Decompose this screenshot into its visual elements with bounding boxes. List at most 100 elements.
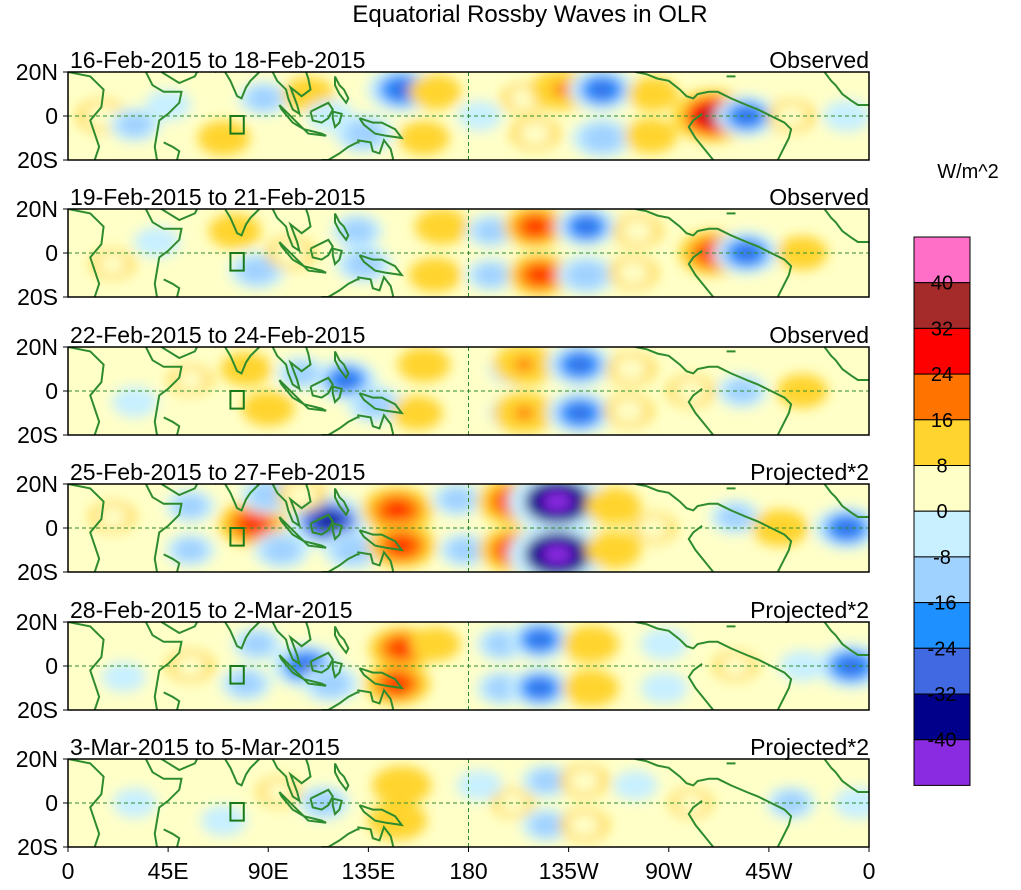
anomaly-blob xyxy=(97,253,128,275)
coastline xyxy=(68,347,105,435)
coastline xyxy=(144,209,183,297)
anomaly-blob xyxy=(229,671,263,696)
coastline xyxy=(334,487,350,517)
colorbar-box xyxy=(913,693,971,741)
anomaly-blob xyxy=(648,676,681,700)
y-tick-label: 0 xyxy=(45,378,58,404)
anomaly-core xyxy=(514,358,534,372)
coastline xyxy=(635,72,793,160)
coastline xyxy=(160,622,198,635)
anomaly-core xyxy=(592,82,612,97)
colorbar-labels: 40 32 24 16 8 0 -8 -16 -24 -32 -40 xyxy=(928,273,957,752)
coastline xyxy=(357,550,394,572)
panel-period-label: 25-Feb-2015 to 27-Feb-2015 xyxy=(70,459,365,485)
panel: 20N 0 20S 25-Feb-2015 to 27-Feb-2015 Project… xyxy=(16,459,870,585)
coastline xyxy=(334,75,350,105)
coastline xyxy=(635,484,793,572)
colorbar-box xyxy=(913,739,971,786)
anomaly-core xyxy=(840,658,862,674)
panel: 20N 0 20S 16-Feb-2015 to 18-Feb-2015 Observe… xyxy=(16,47,870,173)
anomaly-blob xyxy=(417,262,453,288)
reference-box xyxy=(229,115,245,135)
anomaly-core xyxy=(542,544,573,565)
colorbar-box xyxy=(913,465,971,512)
y-tick-label: 20S xyxy=(17,834,58,860)
anomaly-blob xyxy=(291,81,326,107)
coastline xyxy=(357,413,394,435)
panel-period-label: 28-Feb-2015 to 2-Mar-2015 xyxy=(70,597,353,623)
colorbar-level-label: -16 xyxy=(928,593,957,615)
anomaly-blob xyxy=(636,81,671,107)
anomaly-blob xyxy=(285,484,319,507)
anomaly-blob xyxy=(173,538,207,562)
panels: 20N 0 20S 16-Feb-2015 to 18-Feb-2015 Observe… xyxy=(16,47,870,860)
anomaly-blob xyxy=(616,261,650,285)
anomaly-blob xyxy=(400,400,435,426)
y-tick-label: 0 xyxy=(45,515,58,541)
coastline xyxy=(309,238,334,261)
coastline xyxy=(160,72,198,85)
colorbar-level-label: 16 xyxy=(931,410,953,432)
coastline xyxy=(309,651,334,674)
coastline xyxy=(271,759,312,804)
anomaly-blob xyxy=(173,494,207,518)
reference-box xyxy=(229,802,245,822)
anomaly-blob xyxy=(581,123,623,153)
anomaly-blob xyxy=(567,769,601,793)
anomaly-blob xyxy=(423,213,460,240)
colorbar-level-label: 8 xyxy=(936,456,947,478)
anomaly-blob xyxy=(572,674,610,702)
anomaly-blob xyxy=(518,121,552,146)
panel-kind-label: Observed xyxy=(769,184,869,210)
coastline xyxy=(358,117,405,140)
y-tick-label: 20S xyxy=(17,559,58,585)
anomaly-blob xyxy=(407,125,441,151)
coastline xyxy=(303,540,327,549)
anomaly-blob xyxy=(229,356,263,382)
anomaly-blob xyxy=(447,537,481,563)
coastline xyxy=(687,524,715,572)
coastline xyxy=(160,347,198,360)
coastline xyxy=(309,788,334,811)
x-axis: 0 45E 90E 135E 180 135W 90W 45W 0 xyxy=(62,847,876,884)
anomaly-blob xyxy=(572,630,610,658)
x-tick-label: 0 xyxy=(863,858,876,884)
panel-period-label: 22-Feb-2015 to 24-Feb-2015 xyxy=(70,322,365,348)
colorbar-level-label: -8 xyxy=(933,547,951,569)
coastline xyxy=(271,347,312,392)
y-tick-label: 0 xyxy=(45,240,58,266)
anomaly-blob xyxy=(621,219,654,243)
panel-kind-label: Projected*2 xyxy=(750,459,869,485)
coastline xyxy=(163,416,181,435)
panel-kind-label: Projected*2 xyxy=(750,734,869,760)
anomaly-core xyxy=(525,219,545,234)
colorbar-box xyxy=(913,373,971,421)
coastline xyxy=(334,212,350,242)
colorbar-units-label: W/m^2 xyxy=(937,161,999,183)
anomaly-blob xyxy=(785,240,820,266)
anomaly-blob xyxy=(285,361,319,386)
coastline xyxy=(214,759,261,787)
coastline xyxy=(303,265,327,274)
coastline xyxy=(309,513,334,536)
reference-box xyxy=(229,390,245,410)
panel: 20N 0 20S 3-Mar-2015 to 5-Mar-2015 Projected… xyxy=(16,734,870,860)
anomaly-blob xyxy=(141,230,173,254)
coastline xyxy=(331,522,343,541)
anomaly-blob xyxy=(206,125,242,151)
colorbar-level-label: -40 xyxy=(928,730,957,752)
coastline xyxy=(635,622,793,710)
coastline xyxy=(68,622,105,710)
y-tick-label: 20S xyxy=(17,284,58,310)
colorbar-level-label: -32 xyxy=(928,684,957,706)
coastline xyxy=(823,209,869,243)
anomaly-blob xyxy=(620,774,651,797)
colorbar-box xyxy=(913,327,971,375)
panel: 20N 0 20S 22-Feb-2015 to 24-Feb-2015 Observe… xyxy=(16,322,870,448)
anomaly-blob xyxy=(333,536,373,564)
coastline xyxy=(331,660,343,679)
anomaly-blob xyxy=(344,119,384,148)
anomaly-blob xyxy=(250,396,286,422)
coastline xyxy=(823,347,869,381)
coastline xyxy=(303,678,327,687)
